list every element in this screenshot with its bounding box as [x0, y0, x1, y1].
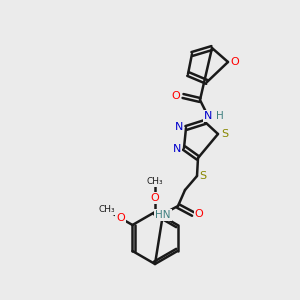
Text: S: S — [221, 129, 229, 139]
Text: O: O — [231, 57, 239, 67]
Text: S: S — [200, 171, 207, 181]
Text: O: O — [195, 209, 203, 219]
Text: H: H — [216, 111, 224, 121]
Text: N: N — [173, 144, 181, 154]
Text: CH₃: CH₃ — [147, 178, 163, 187]
Text: N: N — [175, 122, 183, 132]
Text: O: O — [151, 193, 159, 203]
Text: N: N — [204, 111, 212, 121]
Text: HN: HN — [155, 210, 171, 220]
Text: O: O — [172, 91, 180, 101]
Text: CH₃: CH₃ — [98, 206, 115, 214]
Text: O: O — [116, 213, 125, 223]
